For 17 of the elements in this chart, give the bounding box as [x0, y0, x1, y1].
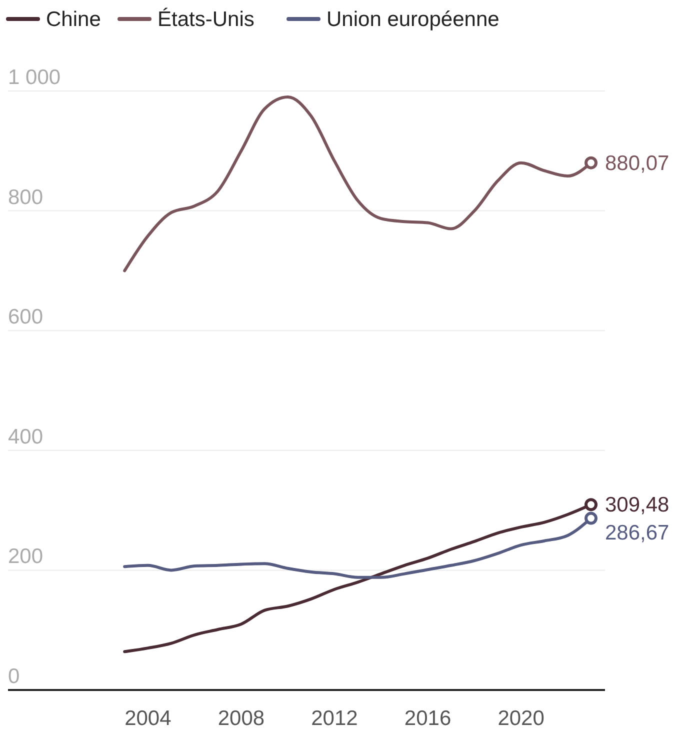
y-tick-label: 800 [8, 186, 44, 209]
data-label: 286,67 [605, 522, 670, 545]
legend-label: Chine [46, 8, 101, 31]
x-tick-label: 2008 [218, 707, 265, 730]
x-tick-label: 2020 [498, 707, 544, 730]
y-tick-label: 600 [8, 306, 44, 329]
legend-label: Union européenne [326, 8, 500, 31]
legend-label: États-Unis [158, 7, 254, 31]
y-tick-label: 1 000 [8, 66, 61, 89]
y-tick-label: 400 [8, 425, 44, 448]
x-tick-label: 2016 [404, 707, 452, 730]
data-label: 880,07 [605, 152, 670, 175]
x-tick-label: 2004 [124, 707, 172, 730]
y-tick-label: 200 [8, 545, 44, 568]
data-label: 309,48 [605, 494, 670, 517]
x-tick-label: 2012 [311, 707, 358, 730]
y-tick-label: 0 [8, 665, 20, 688]
